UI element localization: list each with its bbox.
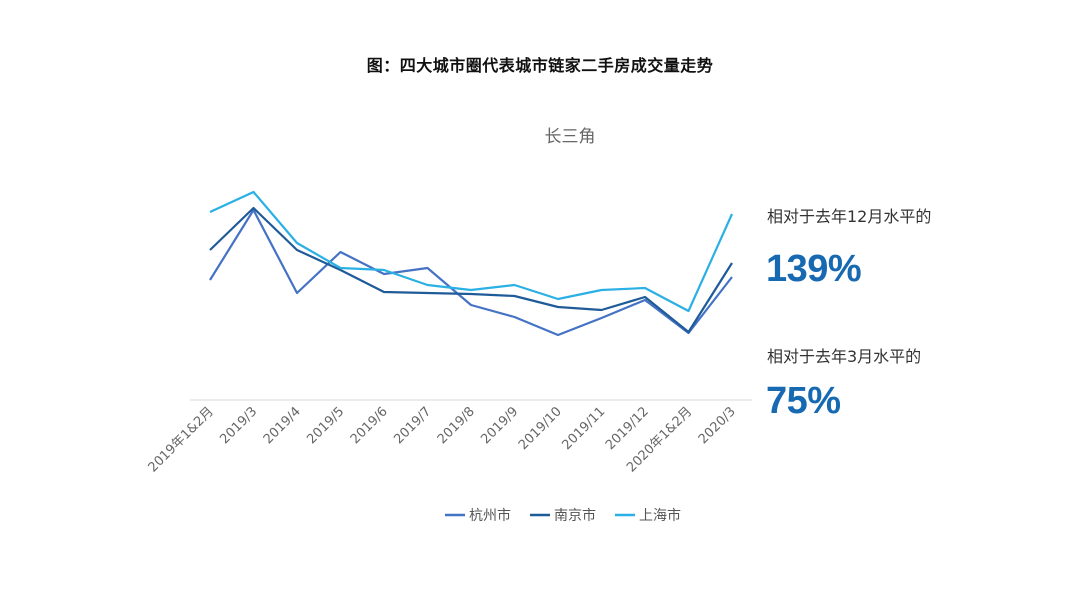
chart-title: 长三角	[545, 127, 596, 147]
x-tick-labels: 2019年1&2月 2019/3 2019/4 2019/5 2019/6 2019/7 2…	[146, 404, 739, 475]
mar-comparison-value: 75%	[766, 380, 841, 422]
x-tick-label: 2019/5	[304, 404, 347, 447]
series-line-1	[209, 206, 733, 334]
legend: 杭州市 南京市 上海市	[445, 507, 681, 524]
x-tick-label: 2020/3	[696, 404, 739, 447]
legend-label-1: 南京市	[554, 507, 596, 524]
legend-label-2: 上海市	[639, 507, 681, 524]
mar-comparison-label: 相对于去年3月水平的	[767, 347, 922, 366]
x-tick-label: 2019/10	[516, 404, 565, 453]
x-tick-label: 2019/6	[348, 404, 391, 447]
legend-label-0: 杭州市	[469, 507, 511, 524]
x-tick-label: 2019/7	[391, 404, 434, 447]
x-tick-label: 2019/8	[435, 404, 478, 447]
x-tick-label: 2019/4	[261, 404, 304, 447]
chart-figure-title: 图：四大城市圈代表城市链家二手房成交量走势	[366, 56, 714, 75]
x-tick-label: 2019/3	[217, 404, 260, 447]
x-tick-label: 2019/9	[478, 404, 521, 447]
series-layer	[209, 190, 734, 337]
x-tick-label: 2019年1&2月	[146, 404, 217, 475]
series-line-0	[209, 208, 733, 337]
dec-comparison-value: 139%	[766, 248, 862, 290]
x-tick-label: 2019/11	[560, 404, 609, 453]
series-line-2	[209, 190, 734, 313]
dec-comparison-label: 相对于去年12月水平的	[767, 207, 932, 226]
